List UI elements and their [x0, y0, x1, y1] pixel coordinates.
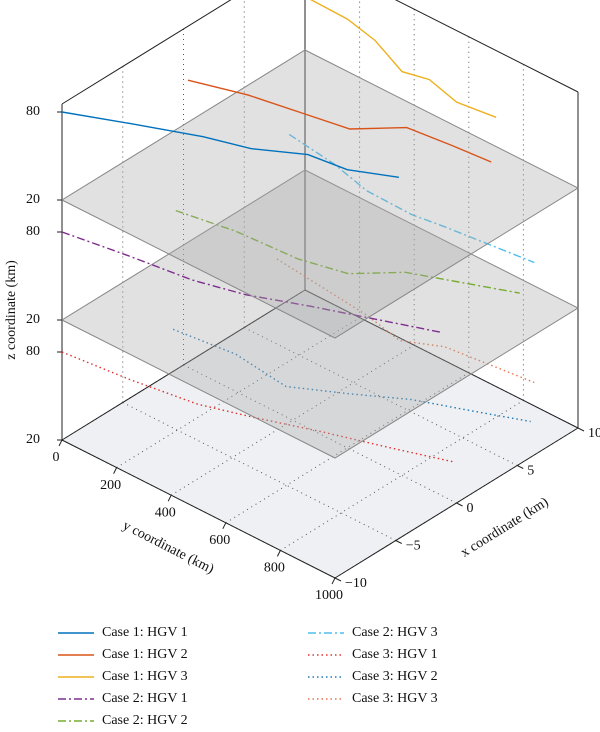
legend-label: Case 2: HGV 2: [102, 713, 188, 728]
x-tick-label: −5: [406, 539, 421, 554]
legend-label: Case 1: HGV 2: [102, 647, 188, 662]
grid-line: [122, 402, 396, 541]
axis-line: [394, 0, 579, 93]
z-tick-label: 80: [26, 344, 40, 359]
legend-label: Case 3: HGV 2: [352, 669, 438, 684]
trajectory: [310, 0, 497, 118]
y-axis-label: y coordinate (km): [120, 518, 216, 577]
trajectory: [61, 231, 442, 334]
trajectory: [187, 79, 492, 163]
y-tick-label: 600: [209, 533, 230, 548]
x-tick-label: 5: [527, 464, 534, 479]
legend-label: Case 3: HGV 1: [352, 647, 438, 662]
z-tick-label: 20: [26, 432, 40, 447]
y-tick: [276, 550, 281, 557]
x-tick: [577, 427, 585, 432]
legend-label: Case 3: HGV 3: [352, 691, 438, 706]
axis-line: [61, 0, 232, 105]
legend-label: Case 1: HGV 3: [102, 669, 188, 684]
x-tick: [395, 540, 402, 544]
z-tick-label: 80: [26, 104, 40, 119]
y-tick-label: 200: [100, 478, 121, 493]
z-tick-label: 20: [26, 192, 40, 207]
x-tick: [517, 465, 524, 469]
grid-line: [244, 327, 518, 466]
y-tick-label: 800: [264, 561, 285, 576]
y-tick: [222, 522, 227, 530]
trajectory: [61, 111, 400, 178]
y-tick: [167, 494, 172, 502]
axis-line: [61, 289, 306, 441]
legend-label: Case 2: HGV 1: [102, 691, 188, 706]
layer-plane: [60, 169, 580, 459]
y-tick-label: 0: [53, 450, 60, 465]
legend-label: Case 2: HGV 3: [352, 625, 438, 640]
x-tick: [334, 577, 342, 582]
x-tick-label: 0: [467, 501, 474, 516]
x-tick-label: 10: [588, 426, 600, 441]
z-tick-label: 20: [26, 312, 40, 327]
x-tick-label: −10: [345, 576, 367, 591]
y-tick: [58, 439, 63, 447]
layer-plane: [60, 49, 580, 339]
floor: [62, 290, 578, 578]
axis-line: [304, 289, 579, 429]
y-tick-label: 1000: [315, 588, 343, 603]
z-axis-label: z coordinate (km): [4, 260, 19, 360]
y-tick-label: 400: [155, 505, 176, 520]
axis-line: [61, 439, 336, 579]
z-tick-label: 80: [26, 224, 40, 239]
y-tick: [113, 467, 118, 474]
x-tick: [456, 502, 463, 507]
trajectory: [172, 328, 531, 423]
legend-label: Case 1: HGV 1: [102, 625, 188, 640]
trajectory: [175, 209, 520, 294]
y-tick: [331, 577, 336, 585]
grid-line: [183, 364, 457, 504]
